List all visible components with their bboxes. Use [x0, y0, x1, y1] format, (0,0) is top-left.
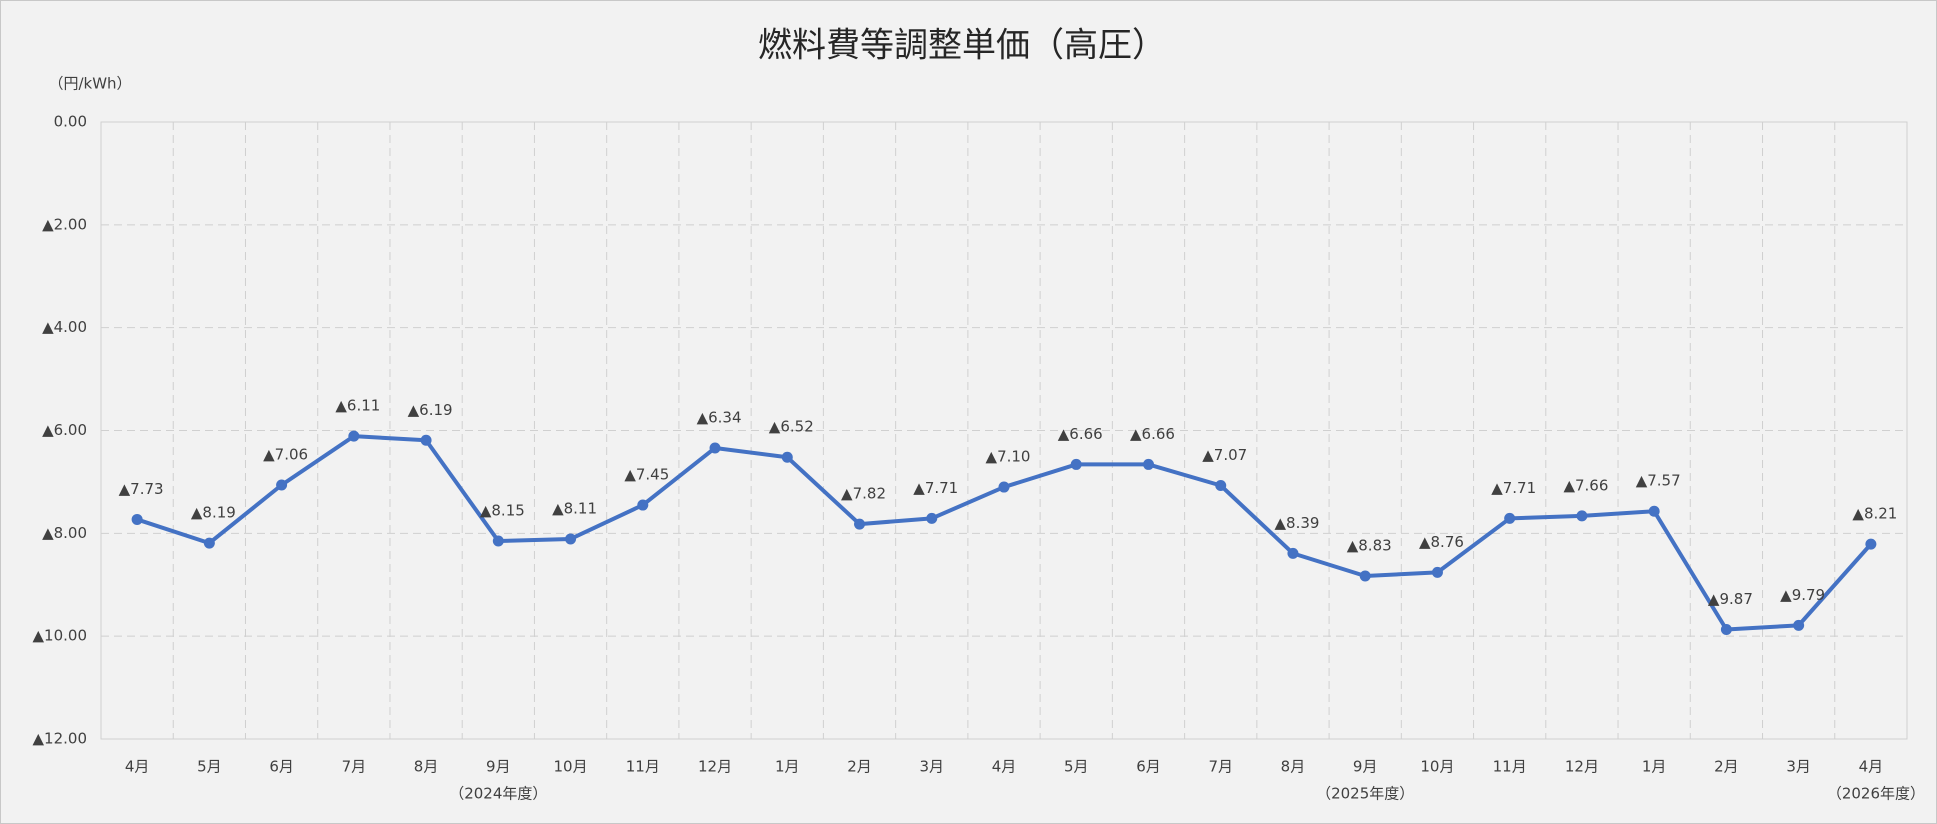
data-point [1070, 458, 1082, 470]
year-label: （2026年度） [1827, 785, 1925, 803]
x-tick-label: 1月 [1642, 758, 1667, 776]
x-tick-label: 4月 [992, 758, 1017, 776]
y-tick-label: ▲2.00 [42, 215, 87, 233]
x-tick-label: 7月 [342, 758, 367, 776]
x-tick-label: 10月 [554, 758, 588, 776]
year-label: （2025年度） [1316, 785, 1414, 803]
x-tick-label: 11月 [1493, 758, 1527, 776]
data-label: ▲9.87 [1708, 590, 1753, 608]
data-point [854, 518, 866, 530]
chart-title: 燃料費等調整単価（高圧） [758, 26, 1166, 66]
data-label: ▲7.07 [1202, 446, 1247, 464]
data-label: ▲6.34 [697, 408, 742, 426]
x-tick-label: 1月 [775, 758, 800, 776]
x-tick-label: 5月 [1064, 758, 1089, 776]
y-tick-label: ▲4.00 [42, 318, 87, 336]
y-tick-label: ▲8.00 [42, 524, 87, 542]
x-tick-label: 4月 [125, 758, 150, 776]
data-point [998, 481, 1010, 493]
data-point [1576, 510, 1588, 522]
data-point [1431, 566, 1443, 578]
data-point [492, 535, 504, 547]
data-label: ▲7.66 [1563, 476, 1608, 494]
data-point [781, 451, 793, 463]
data-point [1648, 505, 1660, 517]
data-point [1793, 619, 1805, 631]
data-label: ▲8.83 [1347, 537, 1392, 555]
data-label: ▲7.06 [263, 446, 308, 464]
x-tick-label: 2月 [1714, 758, 1739, 776]
data-label: ▲6.66 [1058, 425, 1103, 443]
data-label: ▲7.71 [913, 479, 958, 497]
data-label: ▲8.39 [1274, 514, 1319, 532]
data-label: ▲6.19 [408, 401, 453, 419]
data-point [1215, 480, 1227, 492]
data-point [637, 499, 649, 511]
x-tick-label: 2月 [847, 758, 872, 776]
data-point [709, 442, 721, 454]
y-unit: （円/kWh） [48, 75, 131, 93]
x-tick-label: 5月 [197, 758, 222, 776]
x-tick-label: 12月 [698, 758, 732, 776]
year-label: （2024年度） [449, 785, 547, 803]
data-label: ▲8.76 [1419, 533, 1464, 551]
x-tick-label: 7月 [1208, 758, 1233, 776]
data-point [276, 479, 288, 491]
data-label: ▲7.45 [624, 466, 669, 484]
data-point [1504, 512, 1516, 524]
data-label: ▲8.21 [1852, 505, 1897, 523]
y-tick-label: ▲12.00 [33, 730, 87, 748]
x-tick-label: 3月 [1786, 758, 1811, 776]
data-label: ▲7.82 [841, 485, 886, 503]
x-tick-label: 11月 [626, 758, 660, 776]
data-point [420, 434, 432, 446]
data-label: ▲6.66 [1130, 425, 1175, 443]
data-point [926, 512, 938, 524]
data-point [1287, 547, 1299, 559]
x-tick-label: 9月 [486, 758, 511, 776]
x-tick-label: 10月 [1420, 758, 1454, 776]
data-point [1865, 538, 1877, 550]
x-tick-label: 8月 [1281, 758, 1306, 776]
x-tick-label: 8月 [414, 758, 439, 776]
data-point [131, 513, 143, 525]
data-point [1720, 623, 1732, 635]
data-point [565, 533, 577, 545]
data-label: ▲8.19 [191, 504, 236, 522]
x-tick-label: 6月 [269, 758, 294, 776]
data-label: ▲7.57 [1636, 472, 1681, 490]
y-tick-label: ▲6.00 [42, 421, 87, 439]
data-label: ▲9.79 [1780, 586, 1825, 604]
data-label: ▲7.73 [119, 480, 164, 498]
y-tick-label: ▲10.00 [33, 627, 87, 645]
x-tick-label: 4月 [1859, 758, 1884, 776]
data-point [1359, 570, 1371, 582]
data-point [1142, 458, 1154, 470]
data-label: ▲8.15 [480, 502, 525, 520]
x-tick-label: 9月 [1353, 758, 1378, 776]
x-tick-label: 12月 [1565, 758, 1599, 776]
data-point [203, 537, 215, 549]
x-tick-label: 3月 [919, 758, 944, 776]
data-label: ▲7.71 [1491, 479, 1536, 497]
x-tick-label: 6月 [1136, 758, 1161, 776]
data-label: ▲6.11 [335, 397, 380, 415]
data-label: ▲7.10 [986, 448, 1031, 466]
data-point [348, 430, 360, 442]
data-label: ▲6.52 [769, 418, 814, 436]
data-label: ▲8.11 [552, 499, 597, 517]
y-tick-label: 0.00 [54, 113, 87, 131]
